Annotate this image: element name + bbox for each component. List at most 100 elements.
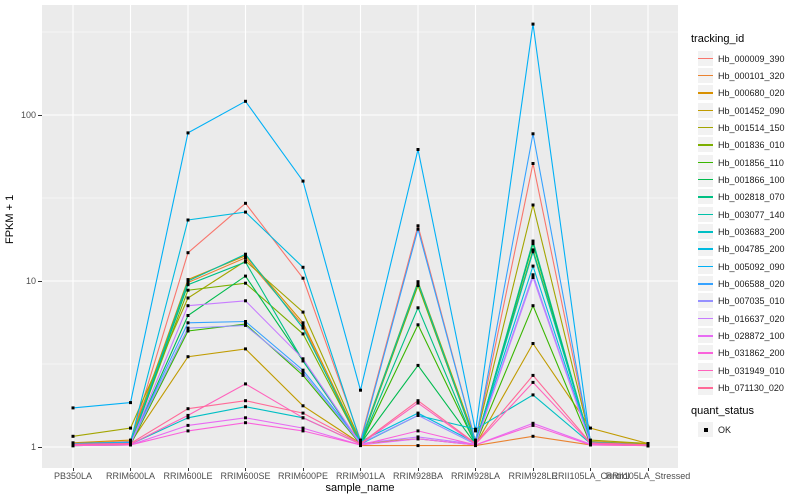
data-point xyxy=(186,413,190,417)
legend-label: Hb_001452_090 xyxy=(718,105,785,116)
data-point xyxy=(474,442,477,445)
legend-key-line xyxy=(698,126,713,129)
data-point xyxy=(301,332,305,336)
x-tick-mark xyxy=(417,468,419,471)
x-tick-mark xyxy=(647,468,649,471)
data-point xyxy=(301,373,305,377)
legend-key-line xyxy=(698,161,713,164)
data-point xyxy=(301,416,305,420)
data-point xyxy=(416,227,420,231)
x-tick-mark xyxy=(302,468,304,471)
legend-title-quant-status: quant_status xyxy=(691,405,754,417)
data-point xyxy=(186,321,190,325)
x-tick-mark xyxy=(360,468,361,471)
data-point xyxy=(301,404,305,408)
data-point xyxy=(186,416,190,420)
legend-label: Hb_016637_020 xyxy=(718,313,785,324)
legend-key-swatch xyxy=(698,258,713,274)
data-point xyxy=(301,429,305,433)
legend-key-line xyxy=(698,317,713,320)
data-point xyxy=(301,321,305,325)
legend-label: Hb_003077_140 xyxy=(718,209,785,220)
legend-key-line xyxy=(698,352,713,354)
data-point xyxy=(589,438,592,442)
legend-key-swatch xyxy=(698,241,713,257)
legend-key-line xyxy=(698,178,713,181)
x-tick-mark xyxy=(72,468,74,471)
data-point xyxy=(531,304,535,308)
data-point xyxy=(186,218,190,222)
legend-key-swatch xyxy=(698,276,713,292)
data-point xyxy=(531,421,535,425)
data-point xyxy=(186,288,190,292)
x-tick-label-RRIM928LA: RRIM928LA xyxy=(450,471,501,481)
y-tick-label: 10 xyxy=(25,276,36,286)
data-point xyxy=(531,203,535,207)
x-tick-label-RRII105LA_Control: RRII105LA_Control xyxy=(551,471,630,481)
data-point xyxy=(71,442,75,446)
data-point xyxy=(301,323,305,327)
legend-label: Hb_003683_200 xyxy=(718,227,785,237)
legend-key-swatch xyxy=(698,50,713,66)
data-point xyxy=(244,299,247,303)
data-point xyxy=(244,416,247,420)
data-point xyxy=(531,250,535,254)
legend-key-swatch xyxy=(698,380,713,396)
legend-key-swatch xyxy=(698,189,713,205)
data-point xyxy=(531,373,535,377)
y-tick-label: 1 xyxy=(30,442,36,452)
legend-label: Hb_000009_390 xyxy=(718,53,785,64)
data-point xyxy=(531,342,535,345)
x-tick-mark xyxy=(475,468,476,471)
data-point xyxy=(359,388,362,392)
data-point xyxy=(244,260,247,264)
legend-label: Hb_001866_100 xyxy=(718,174,785,185)
legend-key-swatch xyxy=(698,328,713,344)
data-point xyxy=(301,179,305,183)
data-point xyxy=(416,444,420,448)
data-point xyxy=(416,284,420,287)
x-tick-label-RRIM600SE: RRIM600SE xyxy=(220,471,271,481)
data-point xyxy=(531,380,535,384)
data-point xyxy=(244,347,247,351)
legend-key-line xyxy=(698,196,713,198)
data-point xyxy=(301,411,305,415)
data-point xyxy=(301,368,305,372)
legend-key-line xyxy=(698,300,713,302)
data-point xyxy=(244,405,247,409)
legend-label: Hb_001514_150 xyxy=(718,122,785,133)
data-point xyxy=(301,265,305,269)
quant-key-swatch xyxy=(698,422,713,437)
legend-label: Hb_071130_020 xyxy=(718,383,784,394)
legend-key-line xyxy=(698,387,713,389)
legend-key-swatch xyxy=(698,224,713,239)
data-point xyxy=(186,279,190,283)
legend-key-line xyxy=(698,213,713,216)
legend-key-swatch xyxy=(698,293,713,309)
data-point xyxy=(301,326,305,330)
data-point xyxy=(531,248,535,252)
data-point xyxy=(244,256,247,260)
legend-key-line xyxy=(698,144,713,146)
data-point xyxy=(301,276,305,280)
data-point xyxy=(129,442,132,445)
data-point xyxy=(416,224,420,228)
data-point xyxy=(186,423,190,427)
data-point xyxy=(646,443,650,447)
data-point xyxy=(244,99,247,103)
legend-key-line xyxy=(698,231,713,233)
data-point xyxy=(589,426,592,430)
data-point xyxy=(416,399,420,403)
legend-key-line xyxy=(698,265,713,268)
data-point xyxy=(244,382,247,386)
legend-key-swatch xyxy=(698,102,713,118)
data-point xyxy=(301,357,305,361)
quant-key-point xyxy=(703,427,708,432)
legend-key-swatch xyxy=(698,362,713,378)
data-point xyxy=(244,274,247,278)
data-point xyxy=(531,434,535,438)
data-point xyxy=(244,201,247,205)
data-point xyxy=(531,264,535,268)
data-point xyxy=(416,148,420,151)
